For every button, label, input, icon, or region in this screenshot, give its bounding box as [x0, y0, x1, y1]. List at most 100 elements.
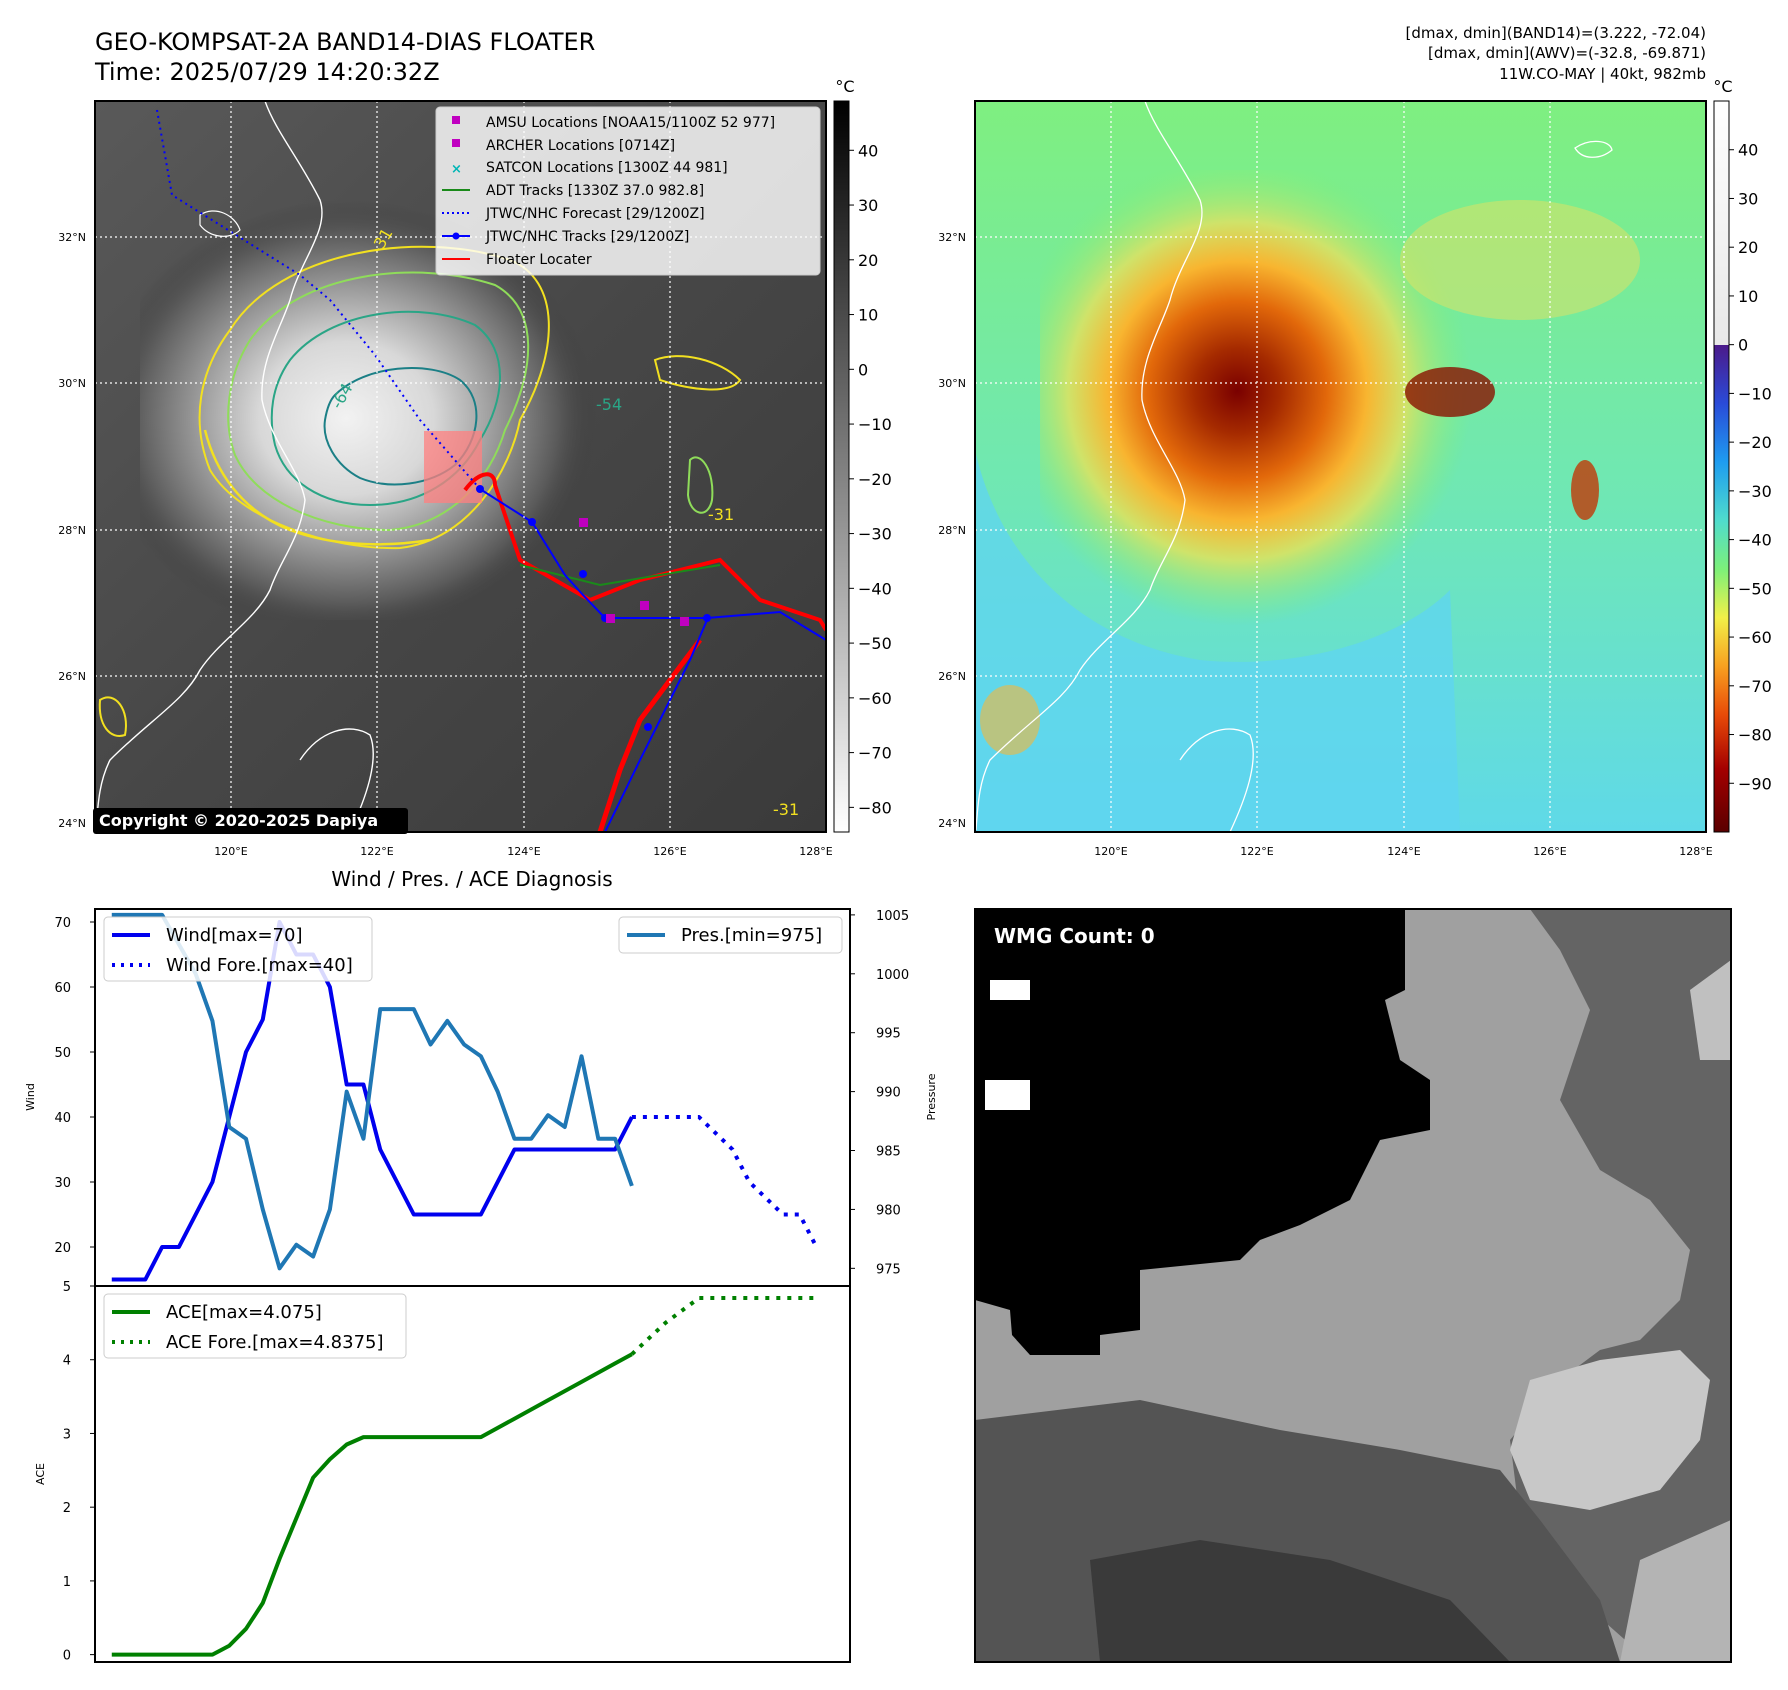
copyright-box [93, 808, 408, 834]
wind-ytick-label: 30 [54, 1176, 71, 1191]
ace-series-line [111, 1352, 633, 1657]
awv-colorbar-frame [1713, 100, 1730, 833]
wmg-lightgray-northeast-blob [1690, 960, 1731, 1060]
figure-time: Time: 2025/07/29 14:20:32Z [94, 58, 440, 86]
ace-ytick-label: 3 [63, 1427, 71, 1442]
legend-label-amsu: AMSU Locations [NOAA15/1100Z 52 977] [486, 115, 775, 131]
ir-legend: AMSU Locations [NOAA15/1100Z 52 977] ARC… [435, 106, 821, 276]
contour-label: -54 [596, 395, 622, 414]
floater-box [424, 431, 482, 503]
jtwc-track-point [528, 518, 536, 526]
ace-axis-label: ACE [34, 1463, 47, 1485]
ace-ytick-label: 4 [63, 1354, 71, 1369]
ir-frame [94, 100, 827, 833]
awv-colorbar-tick-label: −90 [1738, 774, 1772, 793]
pressure-legend: Pres.[min=975] [618, 916, 843, 954]
ir-lat-tick: 28°N [58, 524, 86, 537]
awv-lon-tick: 122°E [1240, 845, 1273, 858]
legend-pressure-label: Pres.[min=975] [681, 925, 822, 946]
figure-title: GEO-KOMPSAT-2A BAND14-DIAS FLOATER [95, 28, 595, 56]
wind-ytick-label: 20 [54, 1241, 71, 1256]
wmg-lightgray-southeast-blob [1620, 1520, 1731, 1662]
awv-colorbar-tick-label: 10 [1738, 287, 1758, 306]
wmg-panel: WMG Count: 0 [974, 908, 1732, 1663]
legend-label-archer: ARCHER Locations [0714Z] [486, 138, 675, 154]
jtwc-track-south [604, 619, 708, 832]
floater-locater-path-south [597, 638, 702, 832]
legend-label-jtwc-track: JTWC/NHC Tracks [29/1200Z] [485, 229, 689, 245]
wmg-frame [974, 908, 1732, 1663]
ir-colorbar-tick-label: −60 [858, 689, 892, 708]
awv-colorbar-tick-label: −70 [1738, 677, 1772, 696]
contour-scatter-3 [98, 696, 127, 737]
wind-pressure-chart: 20 30 40 50 60 70 975 980 985 990 995 1000 1005 Wind… [24, 908, 938, 1287]
ir-map-panel: -64 -54 -31 -31 -31 AMSU Locations [NOAA… [58, 100, 833, 858]
wmg-light-patch [985, 1080, 1030, 1110]
wmg-lightgray-east-blob [1510, 1350, 1710, 1510]
ace-legend: ACE[max=4.075] ACE Fore.[max=4.8375] [103, 1293, 407, 1359]
ir-lon-tick: 126°E [653, 845, 686, 858]
awv-lon-tick: 126°E [1533, 845, 1566, 858]
contour-yellow [198, 245, 550, 550]
legend-label-floater: Floater Locater [486, 252, 592, 268]
coastline-korea-island [199, 210, 241, 237]
awv-colorbar-tick-label: −50 [1738, 579, 1772, 598]
legend-marker-satcon: × [451, 162, 462, 177]
ace-chart: 0 1 2 3 4 5 ACE ACE[max=4.075] ACE Fore.[max=… [34, 1280, 851, 1664]
awv-colorbar-ramp-top [1714, 101, 1729, 345]
ir-colorbar-ramp [833, 100, 850, 833]
floater-locater-path [463, 472, 826, 632]
legend-marker-jtwc-dot [452, 232, 460, 240]
pressure-ytick-label: 1005 [876, 909, 909, 924]
ir-colorbar-tick-label: −10 [858, 415, 892, 434]
ir-lat-tick: 24°N [58, 817, 86, 830]
pressure-axis-label: Pressure [925, 1073, 938, 1120]
awv-lon-tick: 124°E [1387, 845, 1420, 858]
wind-forecast-series-line [631, 1115, 819, 1248]
ir-colorbar-tick-label: 20 [858, 251, 878, 270]
info-band14: [dmax, dmin](BAND14)=(3.222, -72.04) [1406, 24, 1706, 42]
wind-ytick-label: 40 [54, 1111, 71, 1126]
awv-band-north [1400, 200, 1640, 320]
awv-lat-tick: 28°N [938, 524, 966, 537]
awv-colorbar-tick-label: −80 [1738, 726, 1772, 745]
wind-axis-label: Wind [24, 1083, 37, 1111]
wmg-darker-region-south [1090, 1540, 1510, 1662]
pressure-ytick-label: 975 [876, 1262, 901, 1277]
awv-colorbar-tick-label: −20 [1738, 433, 1772, 452]
awv-colorbar-ramp-bottom [1714, 345, 1729, 832]
ir-colorbar-tick-label: −40 [858, 579, 892, 598]
wmg-light-patch [990, 980, 1030, 1000]
awv-lat-tick: 26°N [938, 670, 966, 683]
legend-ace-label: ACE[max=4.075] [166, 1302, 322, 1323]
awv-lat-tick: 30°N [938, 377, 966, 390]
coastline-taiwan [299, 728, 374, 832]
awv-colorbar-tick-label: 30 [1738, 189, 1758, 208]
amsu-location-marker [579, 518, 588, 527]
pressure-series-line [111, 912, 634, 1271]
wind-legend: Wind[max=70] Wind Fore.[max=40] [103, 916, 373, 982]
ir-lon-tick: 122°E [360, 845, 393, 858]
contour-label: -31 [708, 505, 734, 524]
ir-colorbar-tick-label: 0 [858, 360, 868, 379]
legend-marker-archer [452, 139, 460, 147]
wind-series-line [111, 920, 634, 1282]
awv-lon-tick: 120°E [1094, 845, 1127, 858]
legend-marker-amsu [452, 116, 460, 124]
adt-track [519, 564, 721, 587]
wind-ytick-label: 50 [54, 1046, 71, 1061]
ir-colorbar-unit: °C [835, 77, 854, 96]
legend-label-satcon: SATCON Locations [1300Z 44 981] [486, 160, 728, 176]
awv-coastline-china [975, 101, 1203, 831]
pressure-ytick-label: 980 [876, 1203, 901, 1218]
info-storm: 11W.CO-MAY | 40kt, 982mb [1499, 65, 1706, 83]
wmg-count-label: WMG Count: 0 [994, 924, 1155, 948]
legend-label-jtwc-forecast: JTWC/NHC Forecast [29/1200Z] [485, 206, 705, 222]
contour-scatter-1 [686, 456, 714, 514]
contour-scatter-2 [653, 355, 742, 391]
awv-gridlines [975, 101, 1706, 832]
ir-colorbar-tick-label: −30 [858, 525, 892, 544]
wind-ytick-label: 60 [54, 981, 71, 996]
awv-colorbar-tick-label: −10 [1738, 384, 1772, 403]
